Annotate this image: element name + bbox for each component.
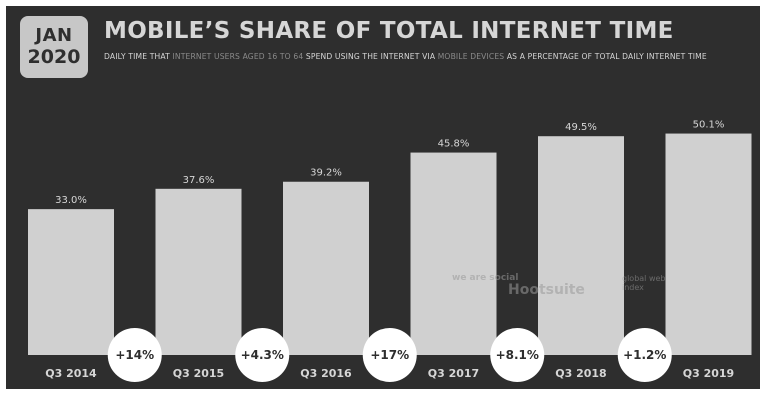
brand-watermark: we are social Hootsuite global web index [446, 268, 686, 318]
subtitle-text: AS A PERCENTAGE OF TOTAL DAILY INTERNET … [504, 52, 707, 61]
page-subtitle: DAILY TIME THAT INTERNET USERS AGED 16 T… [104, 52, 707, 61]
change-label: +1.2% [623, 348, 666, 362]
bar [28, 209, 114, 355]
category-label: Q3 2019 [683, 367, 734, 380]
bar-value-label: 45.8% [438, 139, 470, 150]
category-label: Q3 2014 [45, 367, 97, 380]
bar [155, 188, 242, 355]
subtitle-highlight: INTERNET USERS AGED 16 TO 64 [172, 52, 304, 61]
category-label: Q3 2016 [300, 367, 352, 380]
change-label: +14% [115, 348, 154, 362]
change-circle [490, 328, 545, 382]
change-label: +17% [370, 348, 409, 362]
change-circle [107, 328, 162, 382]
date-month: JAN [35, 25, 73, 46]
date-badge: JAN 2020 [20, 16, 88, 78]
bar [410, 152, 497, 355]
bar [538, 136, 624, 355]
subtitle-text: DAILY TIME THAT [104, 52, 173, 61]
subtitle-text: SPEND USING THE INTERNET VIA [303, 52, 438, 61]
chart-panel: JAN 2020 MOBILE’S SHARE OF TOTAL INTERNE… [6, 6, 760, 389]
change-circle [617, 328, 672, 382]
globalwebindex-logo: global web index [622, 274, 666, 292]
change-circle [235, 328, 290, 382]
page-title: MOBILE’S SHARE OF TOTAL INTERNET TIME [104, 18, 674, 44]
bar-value-label: 33.0% [55, 195, 87, 206]
category-label: Q3 2018 [555, 367, 606, 380]
bar-value-label: 39.2% [310, 168, 342, 179]
bar-chart: 33.0% Q3 2014 37.6% Q3 2015 39.2% Q3 2016 45.8… [28, 120, 752, 382]
bar-value-label: 49.5% [565, 122, 597, 133]
bar [665, 133, 752, 355]
change-label: +8.1% [496, 348, 539, 362]
bar-value-label: 37.6% [183, 175, 215, 186]
change-label: +4.3% [241, 348, 284, 362]
category-label: Q3 2015 [173, 367, 224, 380]
change-circle [362, 328, 417, 382]
bar-value-label: 50.1% [693, 120, 725, 131]
category-label: Q3 2017 [428, 367, 479, 380]
subtitle-highlight: MOBILE DEVICES [437, 52, 505, 61]
bar [283, 181, 369, 355]
hootsuite-logo: Hootsuite [508, 282, 585, 298]
date-year: 2020 [27, 46, 81, 68]
we-are-social-logo: we are social [452, 273, 519, 283]
